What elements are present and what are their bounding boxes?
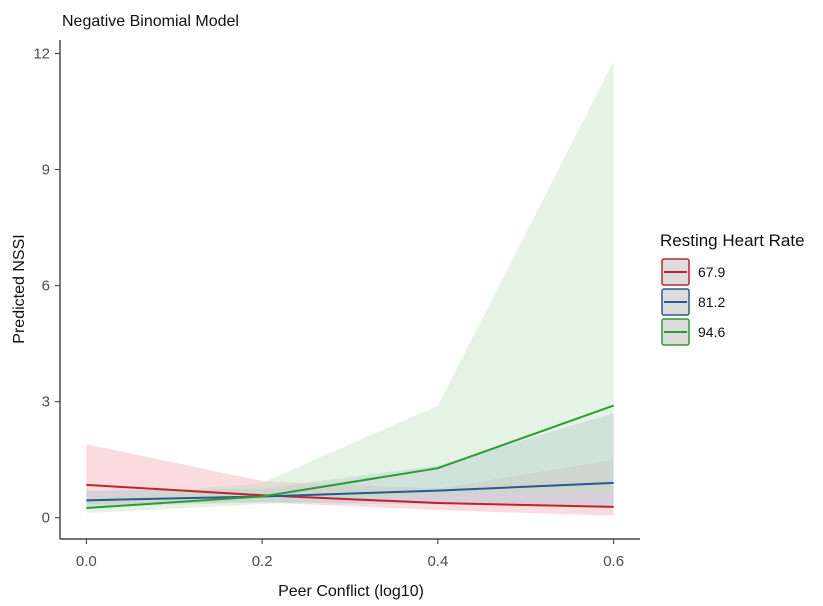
series-line-67.9 (86, 483, 614, 508)
confidence-band-94.6 (86, 61, 614, 514)
legend-label: 94.6 (698, 324, 725, 340)
y-tick-label: 3 (42, 394, 50, 411)
legend-label: 67.9 (698, 264, 725, 280)
x-tick-label: 0.6 (603, 553, 624, 570)
legend: Resting Heart Rate 67.9 81.2 94.6 (660, 231, 805, 346)
y-tick-label: 0 (42, 510, 50, 527)
y-tick-label: 6 (42, 278, 50, 295)
series-line-81.2 (86, 481, 614, 502)
confidence-bands (86, 61, 614, 516)
y-axis-ticks: 0 3 6 9 12 (33, 46, 60, 527)
legend-item-94.6: 94.6 (661, 318, 725, 346)
series-line-94.6 (86, 404, 614, 510)
x-axis-title: Peer Conflict (log10) (278, 583, 424, 600)
series-lines (86, 404, 614, 510)
y-tick-label: 9 (42, 162, 50, 179)
y-tick-label: 12 (33, 46, 50, 63)
legend-title: Resting Heart Rate (660, 231, 805, 250)
legend-item-81.2: 81.2 (661, 288, 725, 316)
confidence-band-81.2 (86, 413, 614, 507)
legend-item-67.9: 67.9 (661, 258, 725, 286)
chart-title: Negative Binomial Model (62, 13, 239, 30)
y-axis-title: Predicted NSSI (11, 234, 28, 343)
legend-items: 67.9 81.2 94.6 (661, 258, 725, 346)
x-tick-label: 0.2 (252, 553, 273, 570)
x-axis-ticks: 0.0 0.2 0.4 0.6 (76, 539, 624, 570)
x-tick-label: 0.0 (76, 553, 97, 570)
x-tick-label: 0.4 (427, 553, 448, 570)
legend-label: 81.2 (698, 294, 725, 310)
